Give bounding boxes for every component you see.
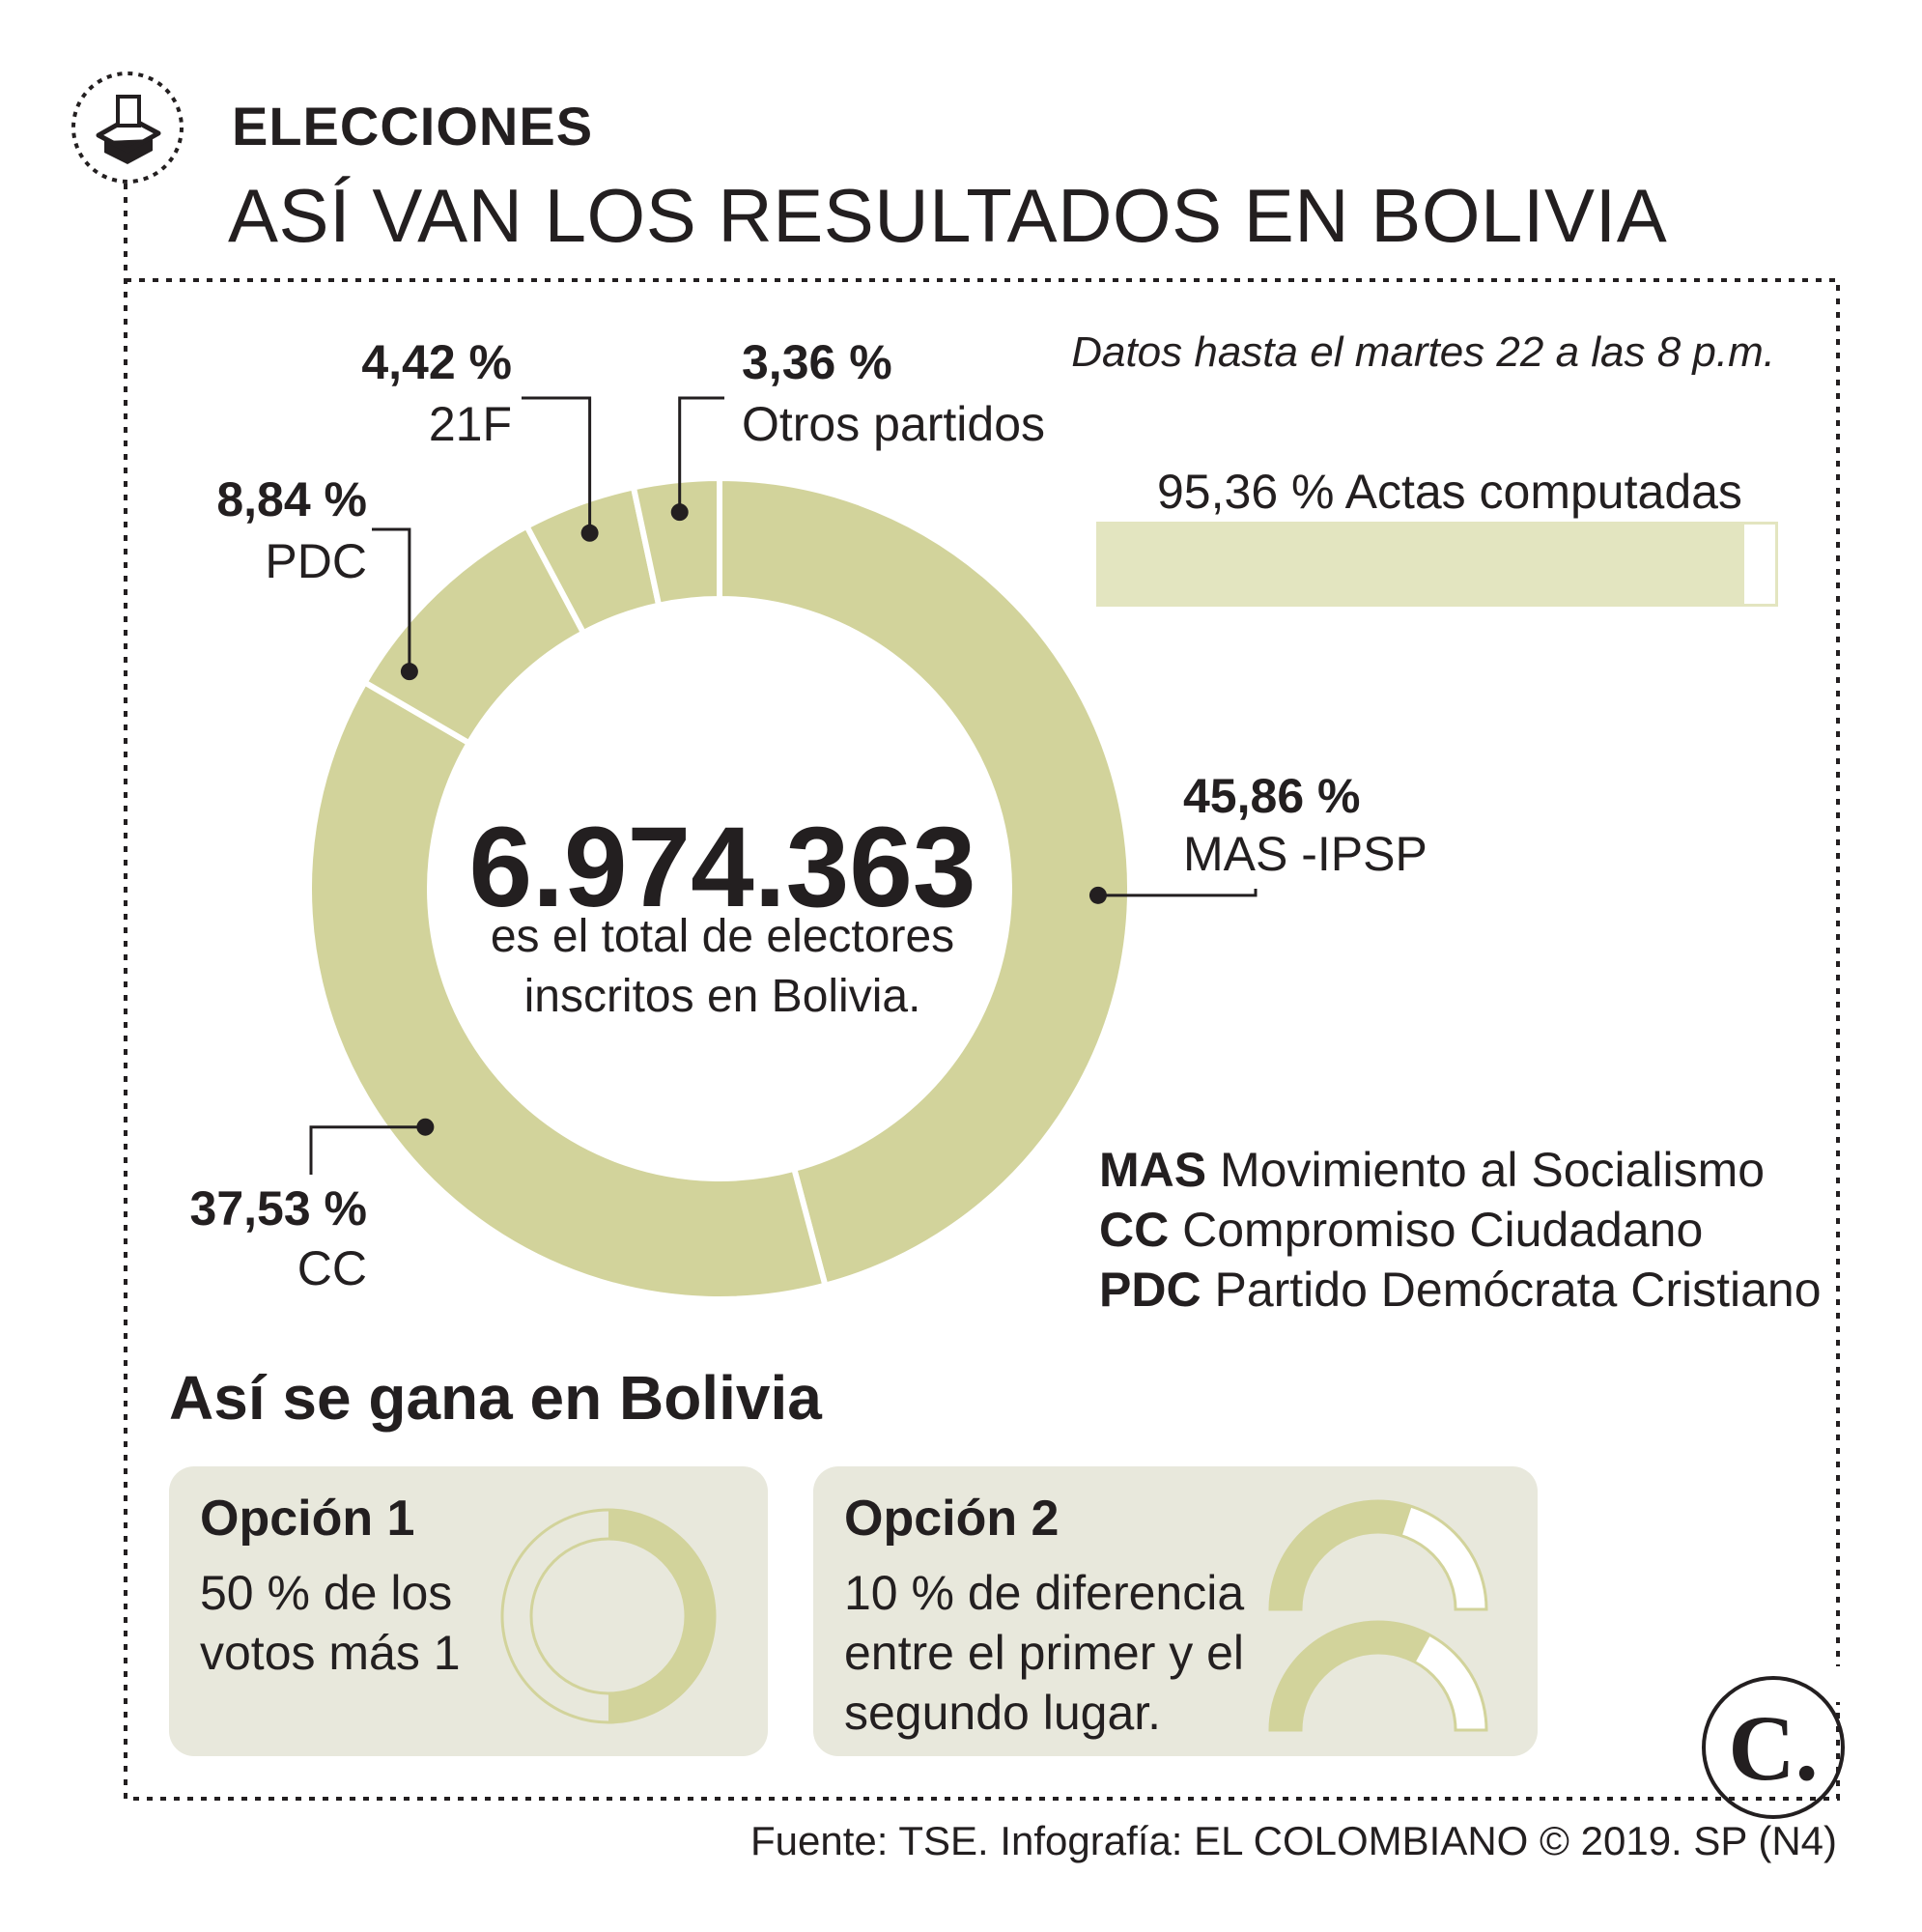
- leader-mas-dot: [1088, 886, 1107, 904]
- slice-cc: [306, 678, 830, 1302]
- section-label: ELECCIONES: [232, 96, 594, 156]
- slice-otros: [630, 474, 722, 610]
- legend-cc: CC Compromiso Ciudadano: [1099, 1202, 1703, 1258]
- option1-line1: 50 % de los: [200, 1566, 453, 1620]
- leader-pdc-dot: [400, 663, 418, 681]
- legend-cc-name: Compromiso Ciudadano: [1182, 1203, 1704, 1257]
- leader-pdc: [372, 527, 411, 672]
- source-credit: Fuente: TSE. Infografía: EL COLOMBIANO ©…: [750, 1818, 1837, 1863]
- legend-mas: MAS Movimiento al Socialismo: [1099, 1142, 1765, 1198]
- legend-pdc-name: Partido Demócrata Cristiano: [1214, 1263, 1822, 1317]
- label-mas-name: MAS -IPSP: [1183, 827, 1427, 881]
- option1-line2: votos más 1: [200, 1626, 461, 1680]
- option2-title: Opción 2: [844, 1491, 1060, 1547]
- legend-pdc-abbr: PDC: [1099, 1263, 1201, 1317]
- win-heading: Así se gana en Bolivia: [169, 1363, 822, 1433]
- option1-title: Opción 1: [200, 1491, 415, 1547]
- legend-mas-name: Movimiento al Socialismo: [1220, 1143, 1766, 1197]
- progress-label: 95,36 % Actas computadas: [1157, 465, 1742, 519]
- option2-line2: entre el primer y el: [844, 1626, 1245, 1680]
- option1-majority-arc: [608, 1510, 716, 1722]
- label-otros-pct: 3,36 %: [742, 335, 892, 389]
- label-pdc-name: PDC: [265, 534, 367, 588]
- total-desc-line1: es el total de electores: [490, 911, 955, 962]
- legend-mas-abbr: MAS: [1099, 1143, 1207, 1197]
- label-cc-name: CC: [297, 1241, 367, 1295]
- option2-line1: 10 % de diferencia: [844, 1566, 1245, 1620]
- label-otros-name: Otros partidos: [742, 397, 1046, 451]
- option1-card: Opción 1 50 % de los votos más 1: [169, 1466, 768, 1756]
- legend-cc-abbr: CC: [1099, 1203, 1170, 1257]
- leader-21f-dot: [580, 524, 599, 542]
- leader-cc: [309, 1125, 426, 1175]
- leader-mas: [1097, 889, 1258, 897]
- leader-cc-dot: [416, 1118, 435, 1136]
- total-voters: 6.974.363: [468, 804, 976, 931]
- slice-mas: [717, 474, 1133, 1290]
- progress-fill: [1099, 525, 1744, 604]
- label-mas-pct: 45,86 %: [1183, 769, 1361, 823]
- label-pdc-pct: 8,84 %: [216, 472, 367, 526]
- gauge-bottom-fill: [1270, 1622, 1430, 1730]
- label-21f-name: 21F: [428, 397, 512, 451]
- leader-otros: [678, 396, 724, 513]
- el-colombiano-logo: C.: [1702, 1676, 1845, 1819]
- ballot-box-icon: [71, 71, 184, 184]
- option2-gauges: [1268, 1499, 1488, 1732]
- leader-otros-dot: [670, 503, 689, 522]
- page-title: ASÍ VAN LOS RESULTADOS EN BOLIVIA: [228, 173, 1668, 258]
- label-cc-pct: 37,53 %: [189, 1181, 367, 1236]
- progress-bar: [1096, 522, 1778, 607]
- option2-card: Opción 2 10 % de diferencia entre el pri…: [813, 1466, 1538, 1756]
- label-21f-pct: 4,42 %: [361, 335, 512, 389]
- total-desc-line2: inscritos en Bolivia.: [523, 971, 921, 1022]
- leader-21f: [522, 396, 592, 533]
- gauge-top-fill: [1270, 1501, 1412, 1609]
- option2-line3: segundo lugar.: [844, 1686, 1162, 1740]
- legend-pdc: PDC Partido Demócrata Cristiano: [1099, 1262, 1822, 1318]
- option1-ring: [500, 1508, 717, 1724]
- data-date-note: Datos hasta el martes 22 a las 8 p.m.: [1071, 328, 1775, 376]
